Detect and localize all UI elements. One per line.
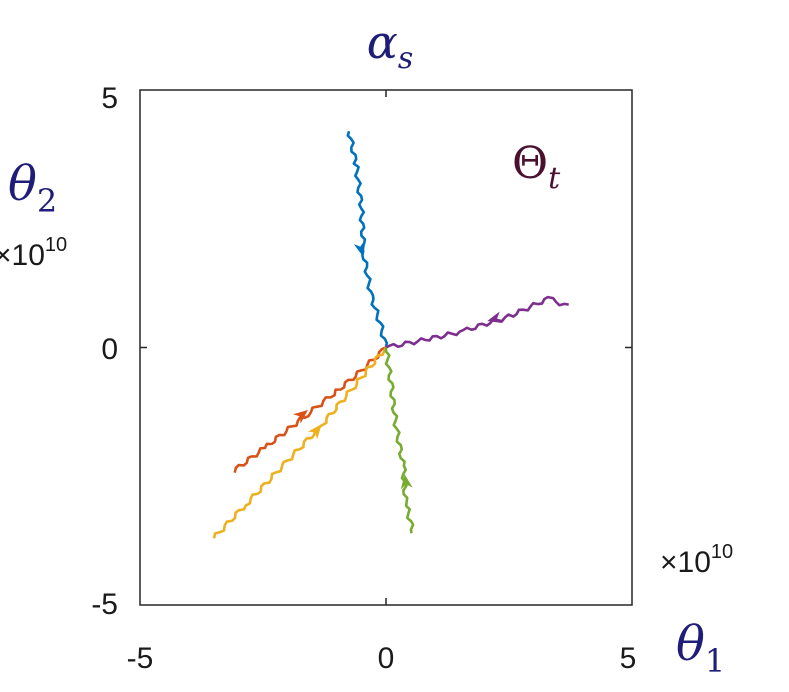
series-line-5 xyxy=(384,347,415,534)
y-axis-label: θ2 xyxy=(8,156,57,220)
x-tick-label-right: 5 xyxy=(620,642,637,675)
y-tick-label-top: 5 xyxy=(101,82,118,115)
series-arrow-3 xyxy=(292,409,308,424)
series-line-3 xyxy=(233,346,387,474)
chart-title: αs xyxy=(367,15,413,76)
x-axis-label: θ1 xyxy=(676,616,725,680)
axis-ticks xyxy=(140,90,632,605)
series-arrow-4 xyxy=(307,424,322,440)
series-arrow-5 xyxy=(400,474,413,490)
x-tick-label-mid: 0 xyxy=(378,642,395,675)
x-tick-label-left: -5 xyxy=(127,642,154,675)
series-layer xyxy=(212,130,569,539)
series-line-1 xyxy=(346,130,389,348)
series-arrow-1 xyxy=(353,241,366,257)
series-arrow-2 xyxy=(487,311,503,324)
y-exponent-label: ×1010 xyxy=(0,234,67,272)
x-exponent-label: ×1010 xyxy=(660,541,733,579)
y-tick-label-bottom: -5 xyxy=(91,588,118,621)
series-line-4 xyxy=(212,346,388,539)
y-tick-label-mid: 0 xyxy=(101,333,118,366)
series-line-2 xyxy=(385,295,569,349)
